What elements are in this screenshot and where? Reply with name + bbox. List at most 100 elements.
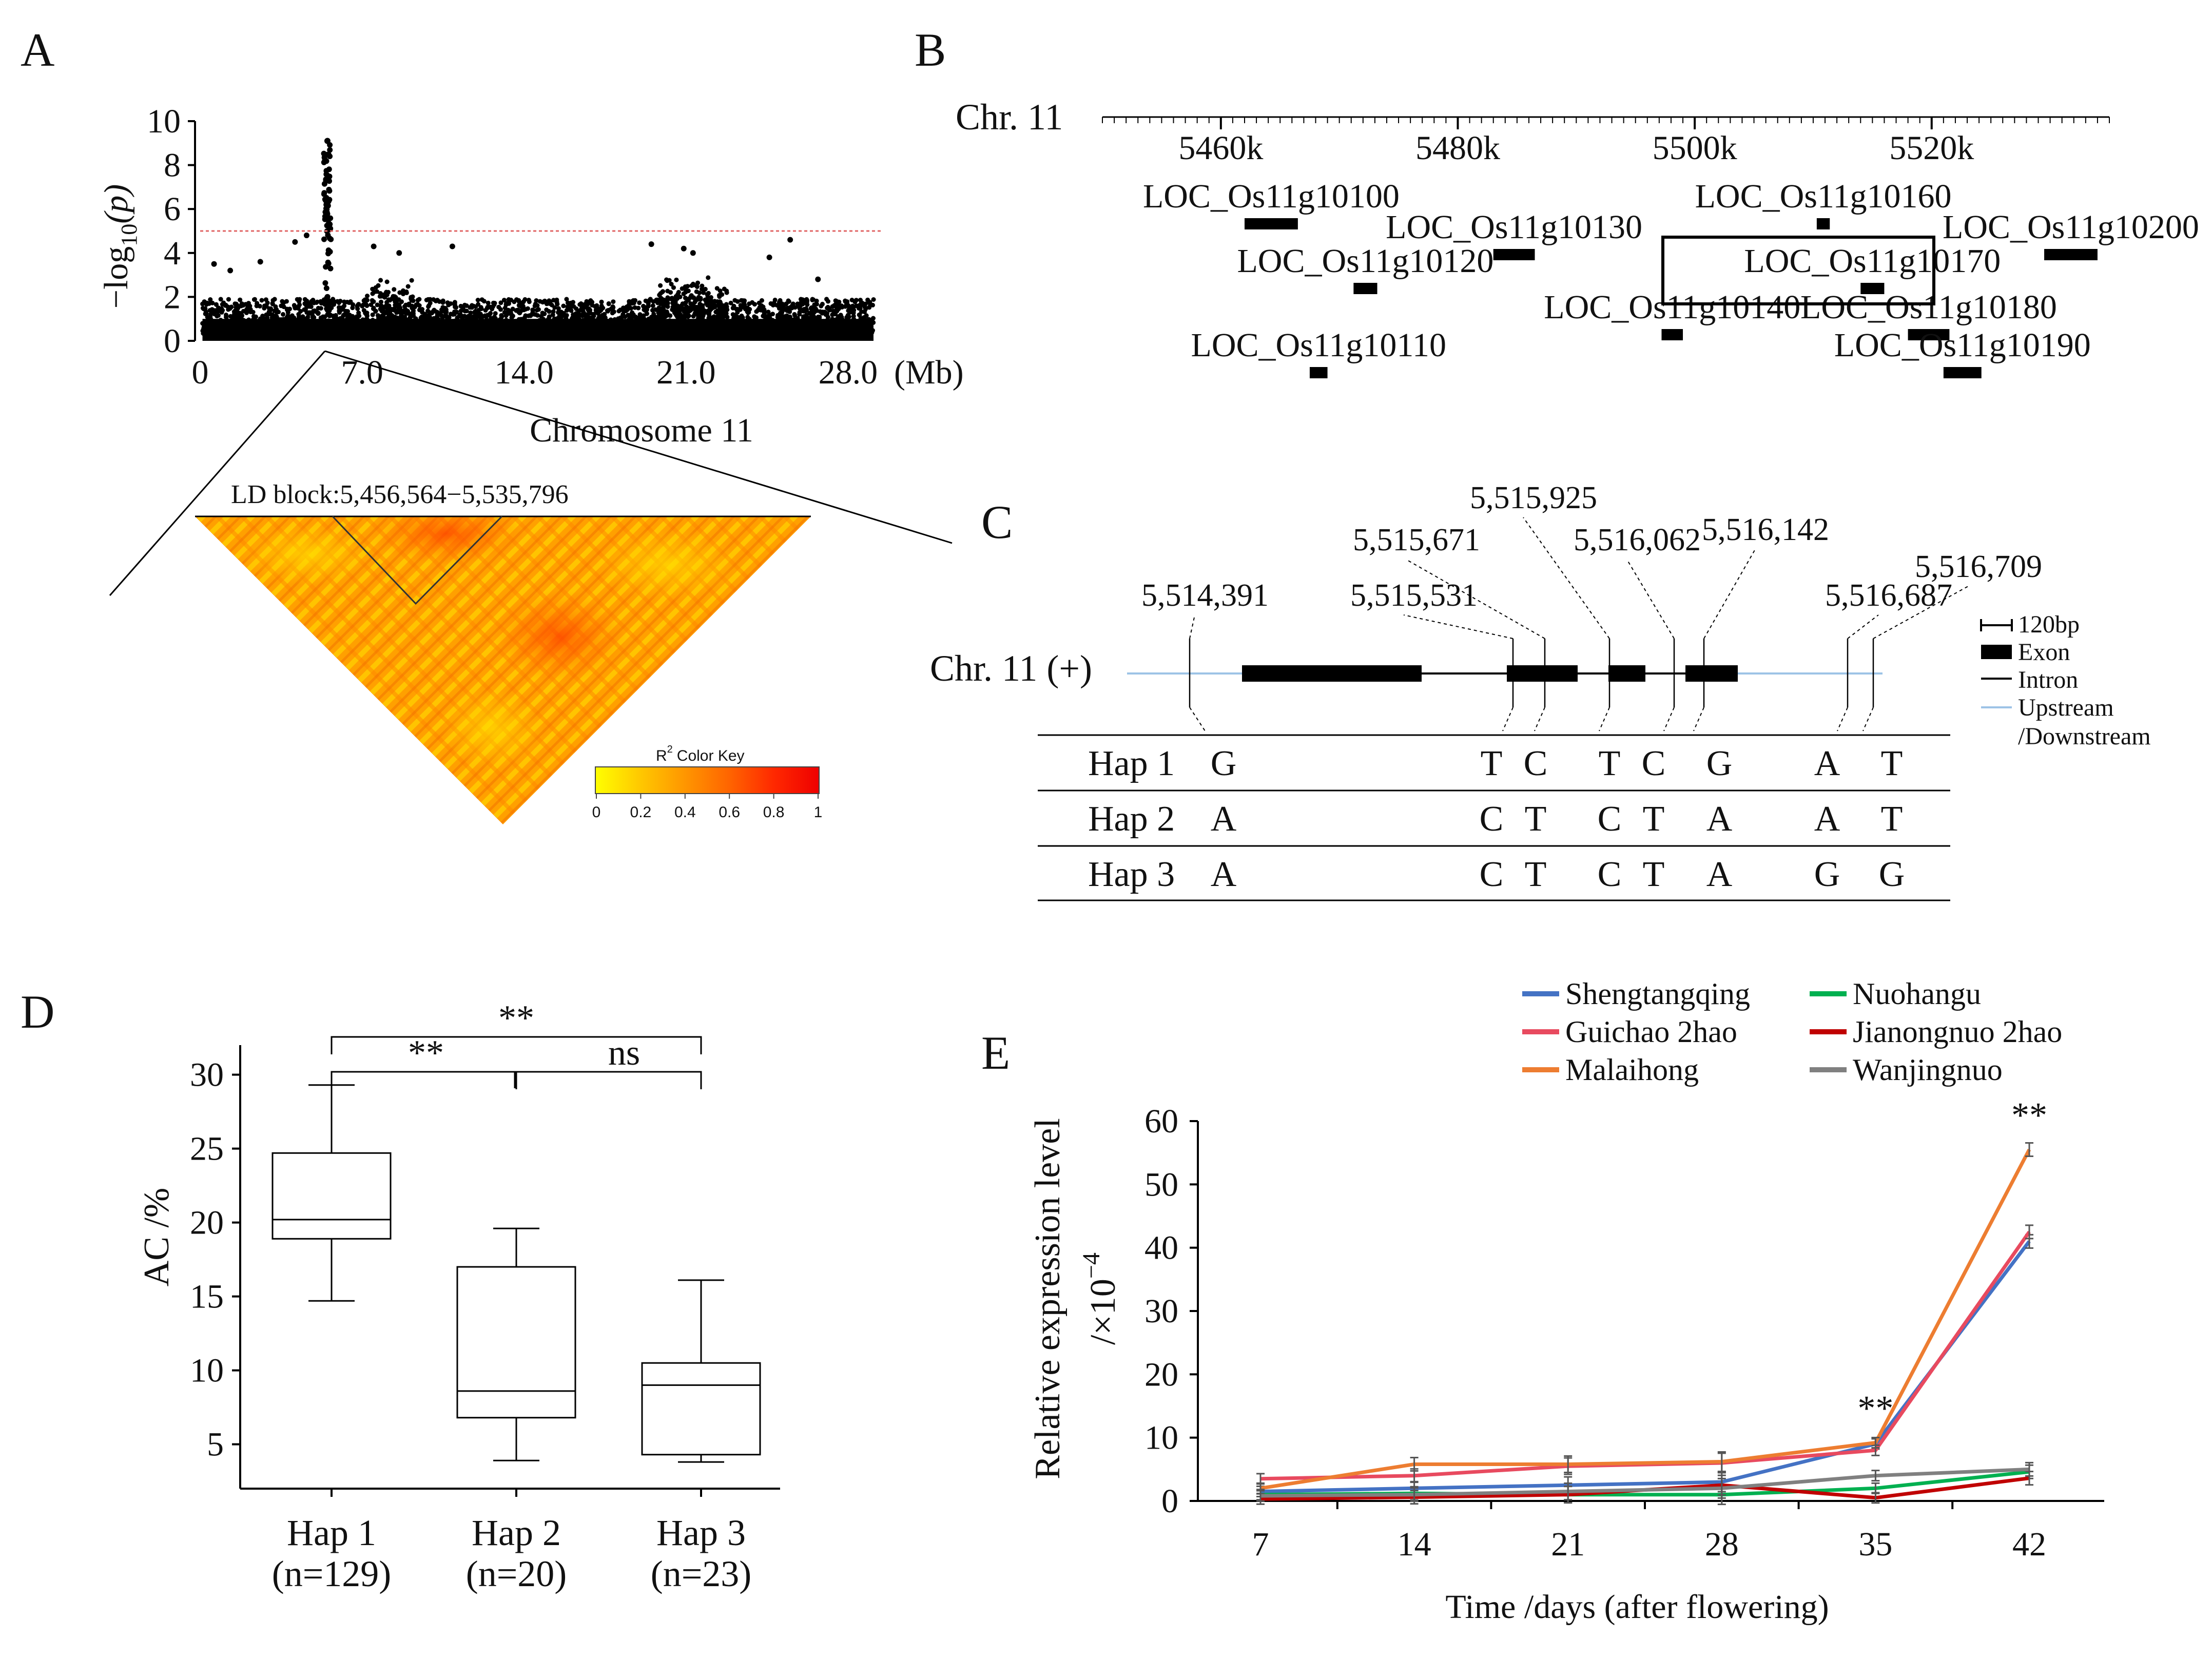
snp-leader xyxy=(1626,559,1675,639)
gene-model xyxy=(1661,329,1683,340)
line-y-tick-label: 0 xyxy=(1161,1482,1178,1520)
box-iqr xyxy=(271,1152,392,1240)
line-x-ticks: 7 14 21 28 35 42 xyxy=(1252,1501,2046,1563)
haplotype-allele: G xyxy=(1211,744,1237,783)
manhattan-point xyxy=(787,237,793,243)
line-y-tick-label: 20 xyxy=(1144,1356,1178,1393)
manhattan-peak-point xyxy=(322,280,328,286)
snp-position-label: 5,514,391 xyxy=(1141,578,1269,613)
chromosome-label-c: Chr. 11 (+) xyxy=(930,648,1092,689)
manhattan-peak-point xyxy=(327,147,333,153)
legend-label: Jianongnuo 2hao xyxy=(1853,1015,2062,1049)
manhattan-notable-points xyxy=(211,233,821,282)
gene-model xyxy=(1860,283,1885,294)
manhattan-point xyxy=(681,245,687,252)
manhattan-x-ticks: 0 7.0 14.0 21.0 28.0 xyxy=(192,354,878,391)
manhattan-y-tick-label: 6 xyxy=(164,190,181,228)
manhattan-point xyxy=(371,243,377,249)
haplotype-allele: T xyxy=(1643,799,1665,839)
boxplot-category-label: Hap 3 xyxy=(656,1512,746,1553)
manhattan-x-label: Chromosome 11 xyxy=(530,412,753,449)
manhattan-peak-point xyxy=(321,236,327,242)
legend-label: Shengtangqing xyxy=(1565,977,1750,1011)
significance-bracket xyxy=(515,1071,702,1089)
chromosome-label-b: Chr. 11 xyxy=(956,97,1063,138)
series-error-bar xyxy=(1717,1477,1726,1499)
significance-label: ns xyxy=(608,1033,640,1073)
manhattan-peak-point xyxy=(324,295,330,301)
haplotype-allele: T xyxy=(1599,744,1621,783)
line-significance: ** ** xyxy=(1857,1096,2047,1429)
manhattan-point xyxy=(227,267,234,274)
manhattan-peak-point xyxy=(326,178,332,184)
line-y-tick-label: 50 xyxy=(1144,1166,1178,1203)
significance-label: ** xyxy=(408,1033,444,1073)
zoom-line-left xyxy=(109,351,326,596)
line-y-ticks: 0 10 20 30 40 50 60 xyxy=(1144,1103,1198,1520)
ld-key-ticks: 0 0.2 0.4 0.6 0.8 1 xyxy=(592,794,823,821)
haplotype-allele: A xyxy=(1706,855,1733,894)
gene-label: LOC_Os11g10160 xyxy=(1695,178,1952,215)
haplotype-allele: A xyxy=(1706,799,1733,839)
manhattan-peak-point xyxy=(326,312,333,318)
gene-model xyxy=(1493,249,1535,260)
manhattan-peak-point xyxy=(326,166,332,172)
series-error-bar xyxy=(2025,1224,2033,1240)
manhattan-point xyxy=(690,250,696,256)
haplotype-allele: G xyxy=(1706,744,1733,783)
haplotype-name: Hap 1 xyxy=(1088,744,1175,783)
line-y-tick-label: 60 xyxy=(1144,1103,1178,1140)
ld-key-tick-label: 0.2 xyxy=(630,804,652,821)
manhattan-point xyxy=(257,259,263,265)
manhattan-y-tick-label: 10 xyxy=(147,103,181,140)
snp-markers: 5,514,391 5,515,531 5,515,671 5,515,925 5,51… xyxy=(1141,480,2042,731)
series-line xyxy=(1260,1148,2031,1490)
snp-leader-lower xyxy=(1693,707,1704,731)
haplotype-allele: C xyxy=(1480,855,1504,894)
gene-structure-legend: 120bp Exon Intron Upstream /Downstream xyxy=(1980,611,2151,750)
ld-block-title: LD block:5,456,564−5,535,796 xyxy=(231,480,569,509)
amylose-boxplot: 5 10 15 20 25 30 Hap 1(n=129) Hap 2(n=20) Hap 3… xyxy=(137,998,780,1594)
line-y-tick-label: 30 xyxy=(1144,1293,1178,1330)
ld-heatmap: LD block:5,456,564−5,535,796 R2 Color Key… xyxy=(195,480,822,824)
manhattan-point xyxy=(449,243,455,249)
series-error-bar xyxy=(1410,1487,1419,1502)
gene-label: LOC_Os11g10120 xyxy=(1237,242,1493,280)
gene-model xyxy=(2044,249,2098,260)
manhattan-x-tick-label: 21.0 xyxy=(656,354,716,391)
ld-key-tick-label: 1 xyxy=(814,804,823,821)
snp-position-label: 5,515,925 xyxy=(1470,480,1597,515)
gene-model xyxy=(1816,218,1830,229)
series-error-bar xyxy=(1410,1456,1419,1472)
haplotype-name: Hap 3 xyxy=(1088,855,1175,894)
manhattan-peak-point xyxy=(321,150,327,157)
manhattan-x-tick-label: 28.0 xyxy=(819,354,878,391)
series-error-bar xyxy=(1871,1437,1880,1449)
manhattan-peak-point xyxy=(324,223,330,228)
boxplot-boxes xyxy=(271,1084,761,1497)
boxplot-category-count: (n=20) xyxy=(466,1553,567,1594)
manhattan-y-tick-label: 0 xyxy=(164,322,181,360)
manhattan-baseline-band xyxy=(202,319,874,341)
manhattan-peak-point xyxy=(321,190,327,196)
manhattan-peak-top xyxy=(324,138,331,144)
gene-label: LOC_Os11g10180 xyxy=(1800,288,2057,326)
snp-leader xyxy=(1189,614,1195,639)
genome-axis-tick-label: 5500k xyxy=(1653,129,1737,167)
manhattan-point xyxy=(211,261,217,267)
boxplot-category-label: Hap 1 xyxy=(287,1512,376,1553)
manhattan-point xyxy=(292,239,298,245)
panel-label-a: A xyxy=(21,24,54,76)
expression-line-chart: 0 10 20 30 40 50 60 7 14 21 28 35 42 ** ** Shengtang… xyxy=(1028,977,2104,1626)
series-error-bar xyxy=(2025,1461,2033,1477)
ld-key-title: R2 Color Key xyxy=(656,744,745,764)
box-iqr xyxy=(456,1266,576,1419)
line-y-label-scale: /×10−4 xyxy=(1078,1253,1123,1345)
series-error-bar xyxy=(1564,1482,1573,1500)
legend-upstream-label: Upstream xyxy=(2018,694,2114,721)
haplotype-allele: C xyxy=(1598,799,1622,839)
legend-intron-label: Intron xyxy=(2018,666,2078,693)
gene-label: LOC_Os11g10140 xyxy=(1544,288,1800,326)
